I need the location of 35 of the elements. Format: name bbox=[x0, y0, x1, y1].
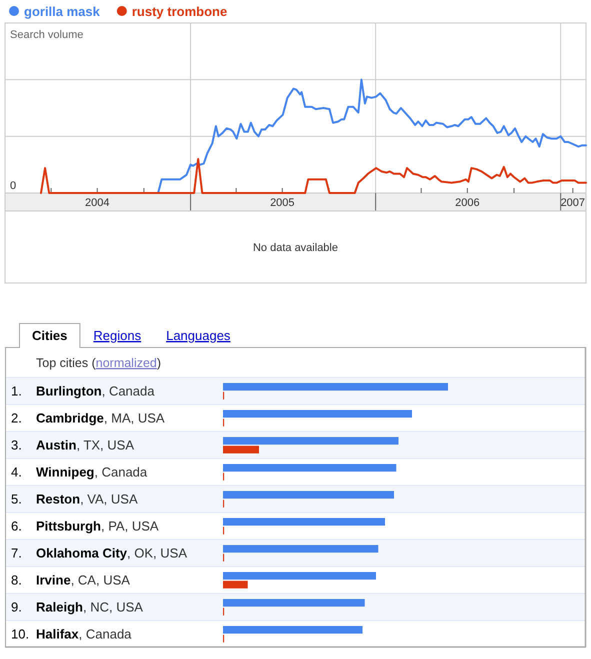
y-tick-label: 9. Raleigh, NC, USA bbox=[11, 600, 144, 614]
y-tick-label: 2. Cambridge, MA, USA bbox=[11, 410, 165, 426]
text: No data available bbox=[252, 242, 338, 254]
y-tick-label: 4. Winnipeg, Canada bbox=[11, 464, 148, 480]
bar bbox=[223, 572, 376, 580]
y-tick-label: 8. Irvine, CA, USA bbox=[11, 572, 130, 588]
y-tick-label: 5. Reston, VA, USA bbox=[11, 492, 138, 506]
y-tick-label: 7. Oklahoma City, OK, USA bbox=[11, 546, 188, 560]
x-tick-label: 2004 bbox=[85, 197, 110, 209]
x-tick-label: 2006 bbox=[455, 197, 480, 209]
text: Top cities (normalized) bbox=[36, 356, 162, 370]
x-tick-label: 2005 bbox=[270, 197, 295, 209]
text: Languages bbox=[166, 328, 231, 343]
y-tick-label: 1. Burlington, Canada bbox=[11, 384, 156, 398]
bar bbox=[223, 383, 448, 391]
bar bbox=[223, 626, 362, 634]
bar bbox=[223, 464, 396, 472]
legend-label: gorilla mask bbox=[24, 4, 101, 19]
y-tick-label: 3. Austin, TX, USA bbox=[11, 438, 134, 452]
bar bbox=[223, 599, 365, 607]
y-tick-label: 10. Halifax, Canada bbox=[11, 626, 132, 642]
text: Cities bbox=[32, 328, 68, 343]
y-axis-title: Search volume bbox=[10, 29, 84, 41]
annotation: 0 bbox=[10, 180, 16, 192]
x-tick-label: 2007 bbox=[560, 197, 586, 209]
bar bbox=[223, 545, 378, 553]
bar bbox=[223, 491, 394, 499]
bar bbox=[223, 446, 259, 454]
bar bbox=[223, 518, 385, 526]
bar bbox=[223, 410, 412, 418]
bar bbox=[223, 437, 398, 445]
text: Regions bbox=[93, 328, 142, 343]
bar bbox=[223, 580, 248, 588]
legend-label: rusty trombone bbox=[132, 4, 228, 19]
y-tick-label: 6. Pittsburgh, PA, USA bbox=[11, 518, 159, 534]
